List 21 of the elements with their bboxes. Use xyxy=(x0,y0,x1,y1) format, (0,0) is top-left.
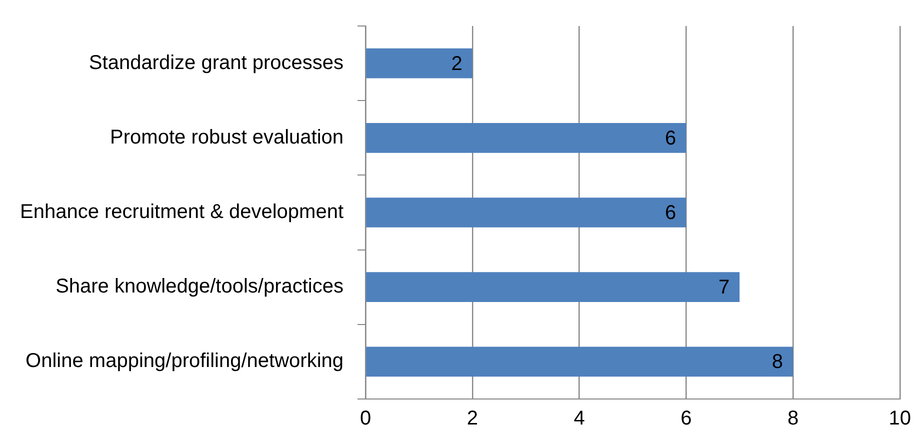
y-tick-label: Enhance recruitment & development xyxy=(20,201,344,224)
x-tick-label: 6 xyxy=(680,408,692,430)
bar xyxy=(366,48,472,78)
x-tick-label: 10 xyxy=(888,408,911,430)
x-tick-label: 8 xyxy=(787,408,799,430)
bar xyxy=(366,272,740,302)
x-tick-label: 4 xyxy=(574,408,585,430)
data-label: 6 xyxy=(665,127,676,150)
x-tick-label: 2 xyxy=(466,408,478,430)
bar xyxy=(366,346,794,377)
x-tick-label: 0 xyxy=(360,408,372,430)
y-tick-label: Online mapping/profiling/networking xyxy=(26,350,344,372)
data-label: 7 xyxy=(718,276,730,299)
bar xyxy=(366,198,686,228)
data-label: 6 xyxy=(665,202,676,224)
data-label: 8 xyxy=(772,351,784,374)
data-label: 2 xyxy=(451,52,462,75)
y-tick-label: Standardize grant processes xyxy=(88,52,344,74)
y-tick-label: Promote robust evaluation xyxy=(110,126,344,148)
y-tick-label: Share knowledge/tools/practices xyxy=(56,276,344,298)
bar xyxy=(366,122,686,153)
